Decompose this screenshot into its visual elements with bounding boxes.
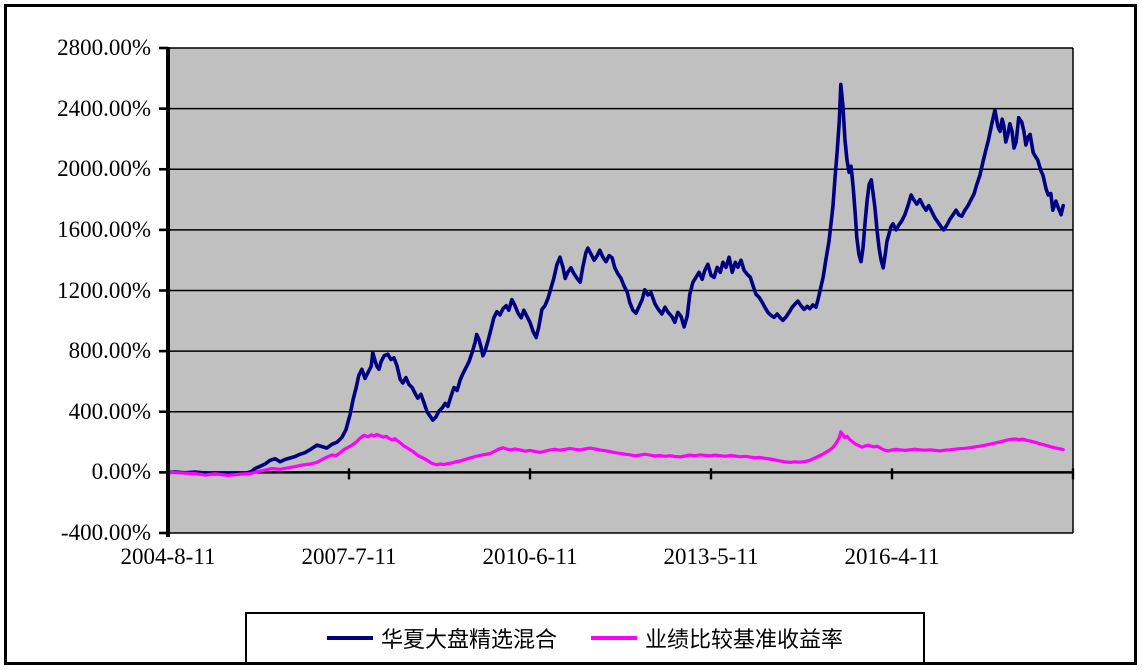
y-axis-label: 0.00% xyxy=(91,459,151,485)
y-axis-label: 2400.00% xyxy=(57,95,151,121)
x-axis-label: 2016-4-11 xyxy=(844,544,940,569)
y-axis-label: 2800.00% xyxy=(57,35,151,60)
fund-series-line xyxy=(166,82,1065,477)
legend-item-benchmark: 业绩比较基准收益率 xyxy=(591,622,843,654)
plot-area xyxy=(159,46,1075,537)
legend-line-sample-benchmark xyxy=(591,636,637,640)
x-axis-label: 2013-5-11 xyxy=(663,544,759,569)
x-axis-label: 2004-8-11 xyxy=(120,544,216,569)
y-axis-label: -400.00% xyxy=(60,520,151,545)
x-axis-label: 2007-7-11 xyxy=(301,544,397,569)
legend-item-fund: 华夏大盘精选混合 xyxy=(326,622,557,654)
y-axis-label: 1600.00% xyxy=(57,216,151,242)
legend-label-benchmark: 业绩比较基准收益率 xyxy=(645,627,844,652)
x-axis-label: 2010-6-11 xyxy=(482,544,578,569)
legend-label-fund: 华夏大盘精选混合 xyxy=(380,627,557,652)
y-axis-label: 2000.00% xyxy=(57,156,151,182)
legend-box: 华夏大盘精选混合 业绩比较基准收益率 xyxy=(245,612,925,664)
y-axis-label: 400.00% xyxy=(68,398,151,424)
legend-line-sample-fund xyxy=(326,636,373,640)
y-axis-label: 800.00% xyxy=(68,338,151,364)
benchmark-series-line xyxy=(166,430,1065,477)
y-axis-label: 1200.00% xyxy=(57,277,151,303)
